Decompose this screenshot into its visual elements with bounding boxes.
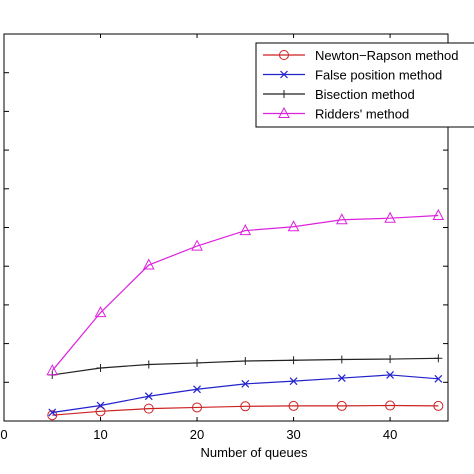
x-axis-label: Number of queues xyxy=(201,445,308,460)
legend-label: Newton−Rapson method xyxy=(315,48,458,63)
data-point-triangle xyxy=(94,306,107,318)
legend-marker xyxy=(280,70,288,79)
legend-item: Newton−Rapson method xyxy=(263,48,458,63)
x-tick-label: 10 xyxy=(93,427,107,442)
data-point-x-stroke xyxy=(386,371,395,379)
data-point-plus xyxy=(96,363,105,372)
legend-marker xyxy=(279,50,289,60)
series-line xyxy=(51,214,439,372)
data-point-plus xyxy=(144,360,153,369)
data-point-triangle xyxy=(287,220,300,232)
data-point-plus xyxy=(193,358,202,367)
data-point-x xyxy=(386,371,395,379)
data-point-plus xyxy=(337,355,346,364)
data-point-circle xyxy=(288,400,299,411)
data-point-triangle xyxy=(191,239,203,251)
data-point-x-stroke xyxy=(337,374,346,382)
data-point-triangle xyxy=(239,224,252,236)
data-point-x-stroke xyxy=(289,377,298,386)
data-point-x xyxy=(193,385,201,394)
data-point-circle xyxy=(385,400,396,411)
legend-item: False position method xyxy=(263,68,442,83)
data-point-x xyxy=(434,374,443,383)
data-point-plus xyxy=(386,355,395,364)
data-point-x-stroke xyxy=(193,385,201,394)
x-tick-label: 30 xyxy=(286,427,300,442)
data-point-circle xyxy=(240,401,251,412)
series-4 xyxy=(46,208,445,376)
legend-label: Ridders' method xyxy=(315,107,409,122)
data-point-triangle xyxy=(142,258,155,270)
data-point-plus xyxy=(289,356,298,365)
series-3 xyxy=(48,354,443,379)
series-2 xyxy=(48,371,443,417)
data-point-plus xyxy=(241,357,250,366)
data-point-x-stroke xyxy=(434,374,443,383)
x-tick-label: 40 xyxy=(383,427,397,442)
legend-marker xyxy=(280,90,288,98)
data-point-x-stroke xyxy=(96,401,105,410)
legend-label: Bisection method xyxy=(315,87,415,102)
data-point-triangle xyxy=(432,208,445,221)
data-point-plus xyxy=(434,354,443,363)
legend-marker xyxy=(278,106,290,118)
data-point-circle xyxy=(336,400,347,411)
plot-series xyxy=(46,208,445,421)
axis-ticks: 0 10 20 30 40 xyxy=(0,33,448,442)
x-tick-label: 20 xyxy=(190,427,204,442)
data-point-triangle xyxy=(384,211,396,223)
data-point-x xyxy=(241,379,250,388)
data-point-triangle xyxy=(335,213,348,225)
data-point-circle xyxy=(143,403,154,414)
legend-marker-stroke xyxy=(280,70,288,79)
data-point-x xyxy=(289,377,298,386)
legend: Newton−Rapson method False position metho… xyxy=(255,42,474,128)
data-point-x-stroke xyxy=(48,408,57,417)
data-point-x xyxy=(337,374,346,382)
data-point-circle xyxy=(192,402,203,413)
data-point-x-stroke xyxy=(241,379,250,388)
data-point-circle xyxy=(433,400,444,411)
data-point-x xyxy=(48,408,57,417)
data-point-circle xyxy=(95,406,106,417)
legend-item: Bisection method xyxy=(263,87,415,102)
data-point-circle xyxy=(47,410,58,421)
x-tick-label: 0 xyxy=(0,427,7,442)
series-1 xyxy=(47,400,444,421)
legend-item: Ridders' method xyxy=(263,107,409,122)
data-point-x-stroke xyxy=(144,392,153,401)
data-point-x xyxy=(96,401,105,410)
data-point-x xyxy=(144,392,153,401)
legend-label: False position method xyxy=(315,68,442,83)
series-line xyxy=(52,404,439,416)
data-point-triangle xyxy=(46,364,59,376)
